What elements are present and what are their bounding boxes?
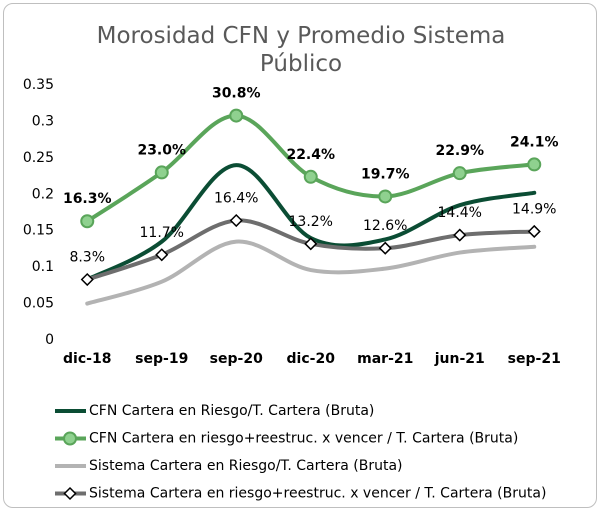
y-tick-label: 0.25	[23, 150, 54, 166]
x-tick-label: mar-21	[357, 351, 413, 367]
y-tick-label: 0.3	[32, 113, 54, 129]
legend-label: Sistema Cartera en riesgo+reestruc. x ve…	[89, 486, 546, 502]
data-point	[304, 237, 318, 251]
x-tick-label: dic-20	[287, 351, 336, 367]
data-label: 8.3%	[69, 250, 105, 266]
data-point	[80, 214, 95, 229]
x-tick-label: dic-18	[63, 351, 111, 367]
data-label: 14.4%	[438, 205, 482, 221]
data-label: 22.9%	[435, 143, 484, 159]
y-tick-label: 0.2	[32, 186, 54, 202]
data-point	[453, 228, 467, 242]
data-label: 14.9%	[512, 201, 556, 217]
data-label: 19.7%	[361, 166, 410, 182]
data-label: 24.1%	[510, 134, 559, 150]
chart-frame	[3, 3, 597, 508]
legend-marker	[63, 431, 77, 446]
y-tick-label: 0	[45, 332, 54, 348]
legend-marker	[63, 486, 77, 501]
data-label: 30.8%	[212, 86, 261, 102]
x-tick-label: sep-19	[135, 351, 188, 367]
y-tick-label: 0.35	[23, 77, 54, 93]
data-point	[154, 165, 169, 180]
data-point	[527, 224, 541, 239]
data-point	[155, 248, 169, 262]
data-point	[229, 108, 244, 123]
data-point	[378, 241, 392, 255]
data-point	[303, 169, 318, 184]
data-point	[80, 272, 94, 287]
y-tick-label: 0.05	[23, 296, 54, 312]
series-line	[85, 163, 537, 282]
data-point	[452, 166, 467, 181]
legend-label: CFN Cartera en riesgo+reestruc. x vencer…	[89, 431, 518, 447]
x-tick-label: sep-20	[210, 351, 263, 367]
data-label: 12.6%	[363, 218, 407, 234]
x-tick-label: jun-21	[434, 351, 485, 367]
data-label: 16.3%	[63, 191, 112, 207]
y-tick-label: 0.1	[32, 259, 54, 275]
data-label: 13.2%	[289, 214, 333, 230]
data-point	[378, 189, 393, 204]
data-point	[229, 213, 243, 228]
y-tick-label: 0.15	[23, 223, 54, 239]
data-label: 16.4%	[214, 191, 258, 207]
legend-label: Sistema Cartera en Riesgo/T. Cartera (Br…	[89, 458, 402, 474]
data-point	[527, 157, 542, 172]
x-tick-label: sep-21	[508, 351, 561, 367]
data-label: 23.0%	[137, 142, 186, 158]
chart-title: Morosidad CFN y Promedio Sistema Público	[96, 23, 506, 77]
data-label: 22.4%	[286, 147, 335, 163]
data-label: 11.7%	[140, 225, 184, 241]
series-line	[85, 239, 537, 306]
legend-label: CFN Cartera en Riesgo/T. Cartera (Bruta)	[89, 403, 374, 419]
